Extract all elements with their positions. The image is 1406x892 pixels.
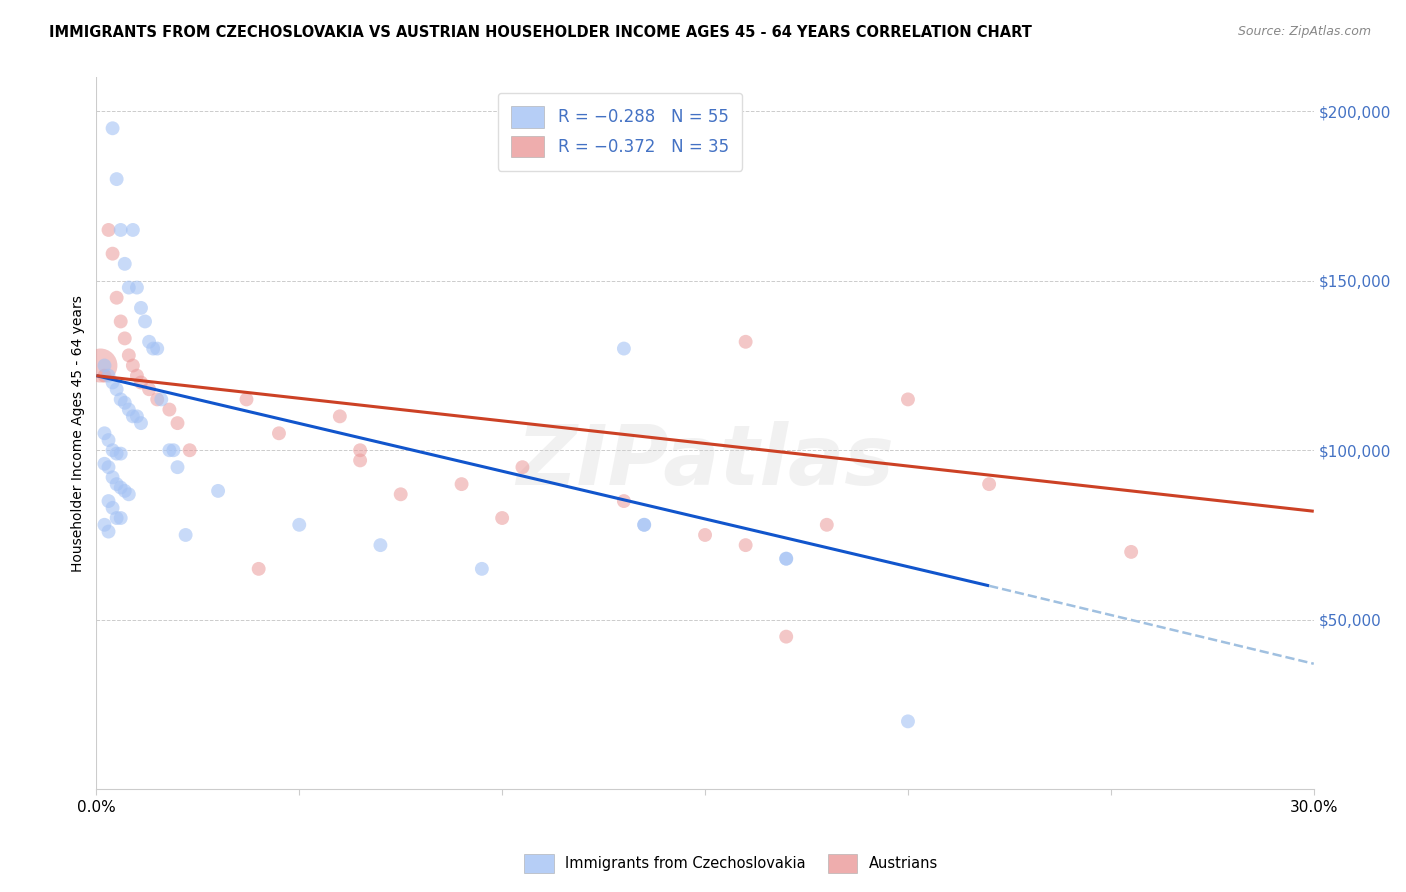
Point [471,562,494,576]
Point [150,392,173,407]
Point [349,443,371,458]
Legend: R = −0.288   N = 55, R = −0.372   N = 35: R = −0.288 N = 55, R = −0.372 N = 35 [498,93,742,170]
Point [129,301,152,315]
Text: Source: ZipAtlas.com: Source: ZipAtlas.com [1237,25,1371,38]
Text: ZIPatlas: ZIPatlas [516,421,894,502]
Text: IMMIGRANTS FROM CZECHOSLOVAKIA VS AUSTRIAN HOUSEHOLDER INCOME AGES 45 - 64 YEARS: IMMIGRANTS FROM CZECHOSLOVAKIA VS AUSTRI… [49,25,1032,40]
Point [97,460,120,475]
Point [125,368,148,383]
Point [93,426,115,441]
Point [134,314,156,328]
Point [118,280,141,294]
Point [166,460,188,475]
Point [122,223,145,237]
Point [142,342,165,356]
Point [329,409,352,424]
Point [129,416,152,430]
Point [97,223,120,237]
Point [775,551,797,566]
Point [110,481,132,495]
Point [162,443,184,458]
Point [114,257,136,271]
Point [105,382,128,396]
Point [815,517,838,532]
Point [97,524,120,539]
Legend: Immigrants from Czechoslovakia, Austrians: Immigrants from Czechoslovakia, Austrian… [517,847,945,880]
Point [105,172,128,186]
Point [110,223,132,237]
Point [174,528,197,542]
Point [110,447,132,461]
Point [101,500,124,515]
Point [138,334,160,349]
Point [93,359,115,373]
Point [613,494,636,508]
Point [491,511,513,525]
Point [105,447,128,461]
Point [93,517,115,532]
Point [101,376,124,390]
Point [101,246,124,260]
Point [179,443,201,458]
Point [129,376,152,390]
Point [118,487,141,501]
Point [157,402,180,417]
Point [977,477,1000,491]
Y-axis label: Householder Income Ages 45 - 64 years: Householder Income Ages 45 - 64 years [72,295,86,572]
Point [734,538,756,552]
Point [146,342,169,356]
Point [613,342,636,356]
Point [775,630,797,644]
Point [633,517,655,532]
Point [118,348,141,362]
Point [247,562,270,576]
Point [897,714,920,729]
Point [633,517,655,532]
Point [235,392,257,407]
Point [125,280,148,294]
Point [370,538,392,552]
Point [105,291,128,305]
Point [693,528,716,542]
Point [146,392,169,407]
Point [166,416,188,430]
Point [512,460,534,475]
Point [267,426,290,441]
Point [389,487,412,501]
Point [122,359,145,373]
Point [157,443,180,458]
Point [734,334,756,349]
Point [118,402,141,417]
Point [114,396,136,410]
Point [93,368,115,383]
Point [110,314,132,328]
Point [101,470,124,484]
Point [288,517,311,532]
Point [97,368,120,383]
Point [114,483,136,498]
Point [101,121,124,136]
Point [138,382,160,396]
Point [101,443,124,458]
Point [1121,545,1143,559]
Point [105,477,128,491]
Point [122,409,145,424]
Point [349,453,371,467]
Point [775,551,797,566]
Point [93,457,115,471]
Point [114,331,136,345]
Point [89,359,111,373]
Point [897,392,920,407]
Point [207,483,229,498]
Point [450,477,472,491]
Point [97,433,120,447]
Point [125,409,148,424]
Point [110,392,132,407]
Point [110,511,132,525]
Point [97,494,120,508]
Point [105,511,128,525]
